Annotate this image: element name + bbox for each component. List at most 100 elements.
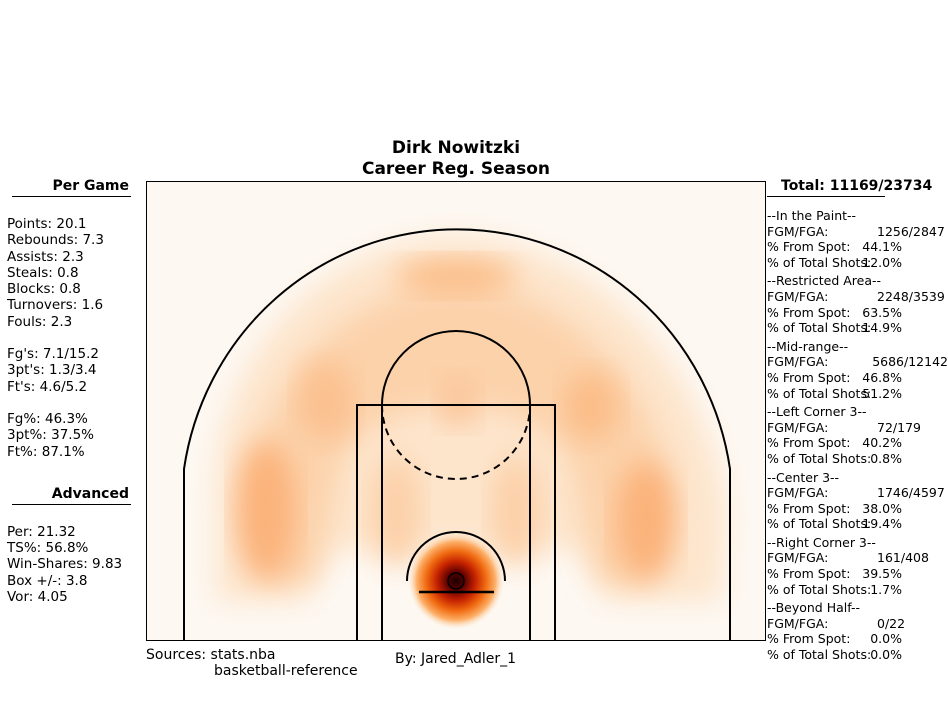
zone-block: --Right Corner 3-- FGM/FGA: 161/408% From … <box>767 535 948 597</box>
zone-pct-spot: % From Spot: 40.2% <box>767 435 948 451</box>
zone-name-value: --Center 3-- <box>767 469 840 485</box>
stat-rebounds: Rebounds: 7.3 <box>7 232 104 249</box>
free-throw-circle-bottom <box>381 404 531 480</box>
per-game-group-shooting: Fg's: 7.1/15.2 3pt's: 1.3/3.4 Ft's: 4.6/… <box>7 346 135 395</box>
zone-name: --Mid-range-- <box>767 339 948 355</box>
per-game-group-basic: Points: 20.1 Rebounds: 7.3 Assists: 2.3 … <box>7 216 135 330</box>
zone-pct-total-label: % of Total Shots: <box>767 450 872 466</box>
zone-name: --Center 3-- <box>767 470 948 486</box>
zone-pct-spot-value: 38.0% <box>862 500 902 516</box>
zone-fgm-fga-value: 0/22 <box>877 615 906 631</box>
zone-fgm-fga-value: 161/408 <box>877 550 929 566</box>
zone-name-value: --Right Corner 3-- <box>767 534 876 550</box>
per-game-header: Per Game <box>52 178 129 194</box>
zone-pct-spot-value: 44.1% <box>862 239 902 255</box>
stat-steals: Steals: 0.8 <box>7 264 79 281</box>
stat-points: Points: 20.1 <box>7 216 87 232</box>
zone-fgm-fga: FGM/FGA: 1256/2847 <box>767 224 948 240</box>
heat-left-elbow <box>298 361 354 441</box>
zone-pct-total-value: 12.0% <box>862 254 902 270</box>
heat-top-arc <box>396 258 516 294</box>
zone-pct-spot: % From Spot: 39.5% <box>767 566 948 582</box>
zone-pct-total-value: 51.2% <box>862 385 902 401</box>
stat-blocks: Blocks: 0.8 <box>7 281 81 298</box>
zone-pct-total-label: % of Total Shots: <box>767 385 872 401</box>
zone-name-value: --In the Paint-- <box>767 208 857 223</box>
stat-assists: Assists: 2.3 <box>7 248 84 265</box>
zone-pct-total-label: % of Total Shots: <box>767 254 872 270</box>
zone-name: --Right Corner 3-- <box>767 535 948 551</box>
zone-name: --In the Paint-- <box>767 208 948 224</box>
stat-per: Per: 21.32 <box>7 523 76 540</box>
zone-block: --Left Corner 3-- FGM/FGA: 72/179% From Sp… <box>767 404 948 466</box>
zone-pct-total-value: 0.0% <box>870 647 902 663</box>
zone-fgm-fga: FGM/FGA: 0/22 <box>767 616 948 632</box>
zone-fgm-fga-label: FGM/FGA: <box>767 223 829 239</box>
zone-pct-spot-label: % From Spot: <box>767 566 851 582</box>
zone-pct-total: % of Total Shots: 0.0% <box>767 647 948 663</box>
heat-right-wing <box>616 461 676 581</box>
sources-line-2: basketball-reference <box>214 663 358 679</box>
zone-fgm-fga-label: FGM/FGA: <box>767 485 829 501</box>
stat-ft-pct: Ft%: 87.1% <box>7 443 85 460</box>
chart-title: Dirk Nowitzki Career Reg. Season <box>146 138 766 180</box>
court-lines <box>146 181 766 641</box>
zone-name: --Restricted Area-- <box>767 273 948 289</box>
zone-pct-spot-label: % From Spot: <box>767 631 851 647</box>
stat-vor: Vor: 4.05 <box>7 589 68 606</box>
chart-title-line-2: Career Reg. Season <box>361 159 550 179</box>
zone-pct-spot: % From Spot: 63.5% <box>767 305 948 321</box>
heat-left-baseline <box>371 456 421 566</box>
zone-fgm-fga-label: FGM/FGA: <box>767 288 829 304</box>
zone-pct-total-value: 1.7% <box>870 581 902 597</box>
totals-rule <box>767 196 885 197</box>
heat-right-elbow <box>563 371 619 441</box>
stat-3pt-pct: 3pt%: 37.5% <box>7 427 95 444</box>
free-throw-circle-top <box>381 330 531 406</box>
zone-fgm-fga-label: FGM/FGA: <box>767 550 829 566</box>
zone-name-value: --Mid-range-- <box>767 338 849 354</box>
zone-block: --Restricted Area-- FGM/FGA: 2248/3539% Fr… <box>767 273 948 335</box>
zone-pct-spot-value: 0.0% <box>870 631 902 647</box>
three-point-line <box>183 228 731 641</box>
zone-pct-total-label: % of Total Shots: <box>767 516 872 532</box>
zone-name-value: --Restricted Area-- <box>767 273 882 289</box>
zone-fgm-fga: FGM/FGA: 5686/12142 <box>767 354 948 370</box>
zone-block: --In the Paint-- FGM/FGA: 1256/2847% From … <box>767 208 948 270</box>
heat-rim-hotspot <box>408 533 504 629</box>
stat-box-plus-minus: Box +/-: 3.8 <box>7 572 88 589</box>
stat-ts-pct: TS%: 56.8% <box>7 540 89 557</box>
rim <box>447 572 465 590</box>
author-credit: By: Jared_Adler_1 <box>395 651 517 667</box>
totals-panel: Total: 11169/23734 --In the Paint-- FGM/F… <box>767 178 948 666</box>
zone-pct-total: % of Total Shots: 51.2% <box>767 386 948 402</box>
zone-pct-total-label: % of Total Shots: <box>767 647 872 663</box>
zone-pct-spot: % From Spot: 0.0% <box>767 631 948 647</box>
stat-fouls: Fouls: 2.3 <box>7 313 73 330</box>
zone-pct-spot-value: 46.8% <box>862 369 902 385</box>
zone-fgm-fga-value: 1256/2847 <box>877 223 945 239</box>
zone-pct-spot-value: 63.5% <box>862 304 902 320</box>
zone-fgm-fga-label: FGM/FGA: <box>767 419 829 435</box>
zone-name: --Left Corner 3-- <box>767 404 948 420</box>
zone-pct-spot-value: 40.2% <box>862 435 902 451</box>
heat-density <box>215 236 726 629</box>
zone-pct-total: % of Total Shots: 14.9% <box>767 320 948 336</box>
zone-fgm-fga-label: FGM/FGA: <box>767 354 829 370</box>
shot-chart-court <box>146 181 766 641</box>
advanced-rule <box>12 503 131 505</box>
advanced-header: Advanced <box>51 485 129 502</box>
sources-line-1: Sources: stats.nba <box>146 647 276 663</box>
zone-name-value: --Beyond Half-- <box>767 600 860 616</box>
stat-turnovers: Turnovers: 1.6 <box>7 297 104 314</box>
zone-pct-spot-label: % From Spot: <box>767 435 851 451</box>
stat-fg: Fg's: 7.1/15.2 <box>7 346 99 363</box>
zone-pct-total-label: % of Total Shots: <box>767 320 872 336</box>
heat-right-baseline <box>491 456 541 566</box>
stat-3pt: 3pt's: 1.3/3.4 <box>7 362 97 379</box>
zone-fgm-fga-value: 72/179 <box>877 419 921 435</box>
zone-pct-total: % of Total Shots: 19.4% <box>767 516 948 532</box>
zone-pct-total: % of Total Shots: 1.7% <box>767 582 948 598</box>
heat-free-throw <box>438 376 478 426</box>
zone-pct-spot: % From Spot: 38.0% <box>767 501 948 517</box>
